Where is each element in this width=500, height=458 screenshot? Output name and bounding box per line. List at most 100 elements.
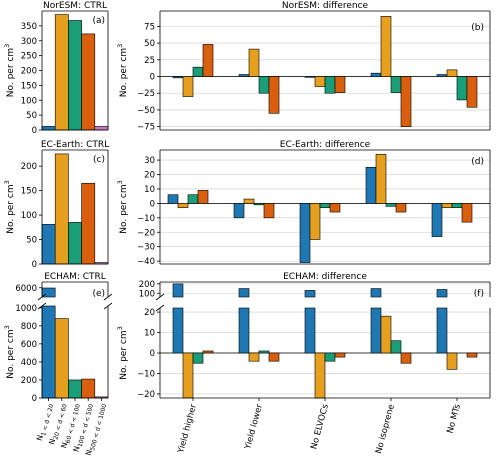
y-tick-label: 100 (139, 289, 155, 299)
y-tick-label: 0 (150, 199, 155, 209)
panel-label: (c) (93, 155, 105, 165)
bar (68, 379, 82, 399)
bar (314, 76, 326, 87)
bar (385, 203, 397, 207)
bar (238, 307, 250, 354)
y-tick-label: −20 (137, 390, 155, 400)
y-axis-label: No. per cm3 (116, 326, 129, 379)
bar (365, 167, 377, 204)
y-tick-label: 75 (144, 22, 155, 32)
bar (461, 203, 473, 223)
bar (390, 76, 402, 93)
axis-break-mark (155, 293, 165, 301)
bar (334, 76, 346, 93)
bar (400, 76, 412, 127)
bar (238, 288, 250, 298)
bar (436, 307, 448, 354)
bar (172, 283, 184, 298)
y-tick-label: 10 (144, 329, 155, 339)
y-tick-label: 10 (144, 185, 155, 195)
y-tick-label: 800 (21, 322, 37, 332)
y-tick-label: 0 (32, 394, 37, 404)
bar (466, 352, 478, 358)
axis-break-mark (103, 302, 113, 310)
y-tick-label: 50 (26, 111, 37, 121)
bar (446, 69, 458, 77)
x-tick-label: Yield lower (243, 403, 265, 452)
bar (253, 203, 265, 206)
y-tick-label: 20 (144, 171, 155, 181)
bar (167, 194, 179, 204)
y-tick-label: −40 (137, 257, 155, 267)
panel-title: ECHAM: difference (283, 272, 367, 282)
bar (324, 352, 336, 362)
x-tick-label: No isoprene (374, 403, 397, 455)
y-tick-label: −25 (137, 89, 155, 99)
bar (192, 352, 204, 364)
x-tick-label: No MTs (446, 403, 464, 435)
bar (268, 76, 280, 114)
bar (456, 76, 468, 101)
x-tick-label: No ELVOCs (309, 403, 331, 451)
panel-label: (e) (92, 289, 105, 299)
bar (182, 352, 194, 399)
y-tick-label: 6000 (15, 284, 37, 294)
bar (81, 33, 96, 131)
bar (446, 352, 458, 370)
bar (68, 222, 82, 265)
bar (375, 154, 387, 204)
y-tick-label: 20 (144, 308, 155, 318)
bar (172, 76, 184, 79)
y-tick-label: −10 (137, 214, 155, 224)
bar (319, 203, 331, 209)
panel-title: NorESM: CTRL (43, 1, 107, 11)
bar (441, 203, 453, 209)
bar (334, 352, 346, 358)
panel-title: NorESM: difference (282, 1, 369, 11)
panel-label: (d) (471, 157, 484, 167)
y-tick-label: 100 (21, 211, 37, 221)
y-tick-label: 25 (144, 56, 155, 66)
y-axis-label: No. per cm3 (3, 180, 16, 233)
bar (177, 203, 189, 209)
y-axis-label: No. per cm3 (116, 180, 129, 233)
y-tick-label: −50 (137, 106, 155, 116)
bar (81, 182, 96, 265)
bar (94, 126, 109, 131)
y-tick-label: 50 (144, 39, 155, 49)
y-tick-label: 600 (21, 340, 37, 350)
bar (314, 352, 326, 399)
bar (263, 203, 275, 219)
bar (54, 318, 69, 399)
bar (258, 350, 270, 354)
y-tick-label: 100 (21, 96, 37, 106)
y-tick-label: 0 (150, 349, 155, 359)
bar (54, 153, 69, 265)
bar (395, 203, 407, 213)
y-tick-label: −30 (137, 243, 155, 253)
bar (233, 203, 245, 219)
bar (192, 66, 204, 77)
y-tick-label: 1000 (15, 304, 37, 314)
bar (304, 76, 316, 78)
y-axis-label: No. per cm3 (116, 44, 129, 97)
y-tick-label: 0 (32, 260, 37, 270)
bar (238, 74, 250, 77)
bar (182, 76, 194, 97)
bar (309, 203, 321, 240)
y-tick-label: 150 (21, 187, 37, 197)
y-tick-label: −10 (137, 369, 155, 379)
bar (268, 352, 280, 362)
y-tick-label: 0 (150, 73, 155, 83)
axis-break-mark (37, 293, 47, 301)
panel-label: (f) (474, 289, 484, 299)
axis-break-mark (103, 293, 113, 301)
y-tick-label: 400 (21, 358, 37, 368)
y-tick-label: −75 (137, 123, 155, 133)
bar (370, 72, 382, 77)
x-tick-label: Yield higher (176, 403, 199, 456)
bar (466, 76, 478, 108)
bar (451, 203, 463, 209)
bar (187, 194, 199, 204)
